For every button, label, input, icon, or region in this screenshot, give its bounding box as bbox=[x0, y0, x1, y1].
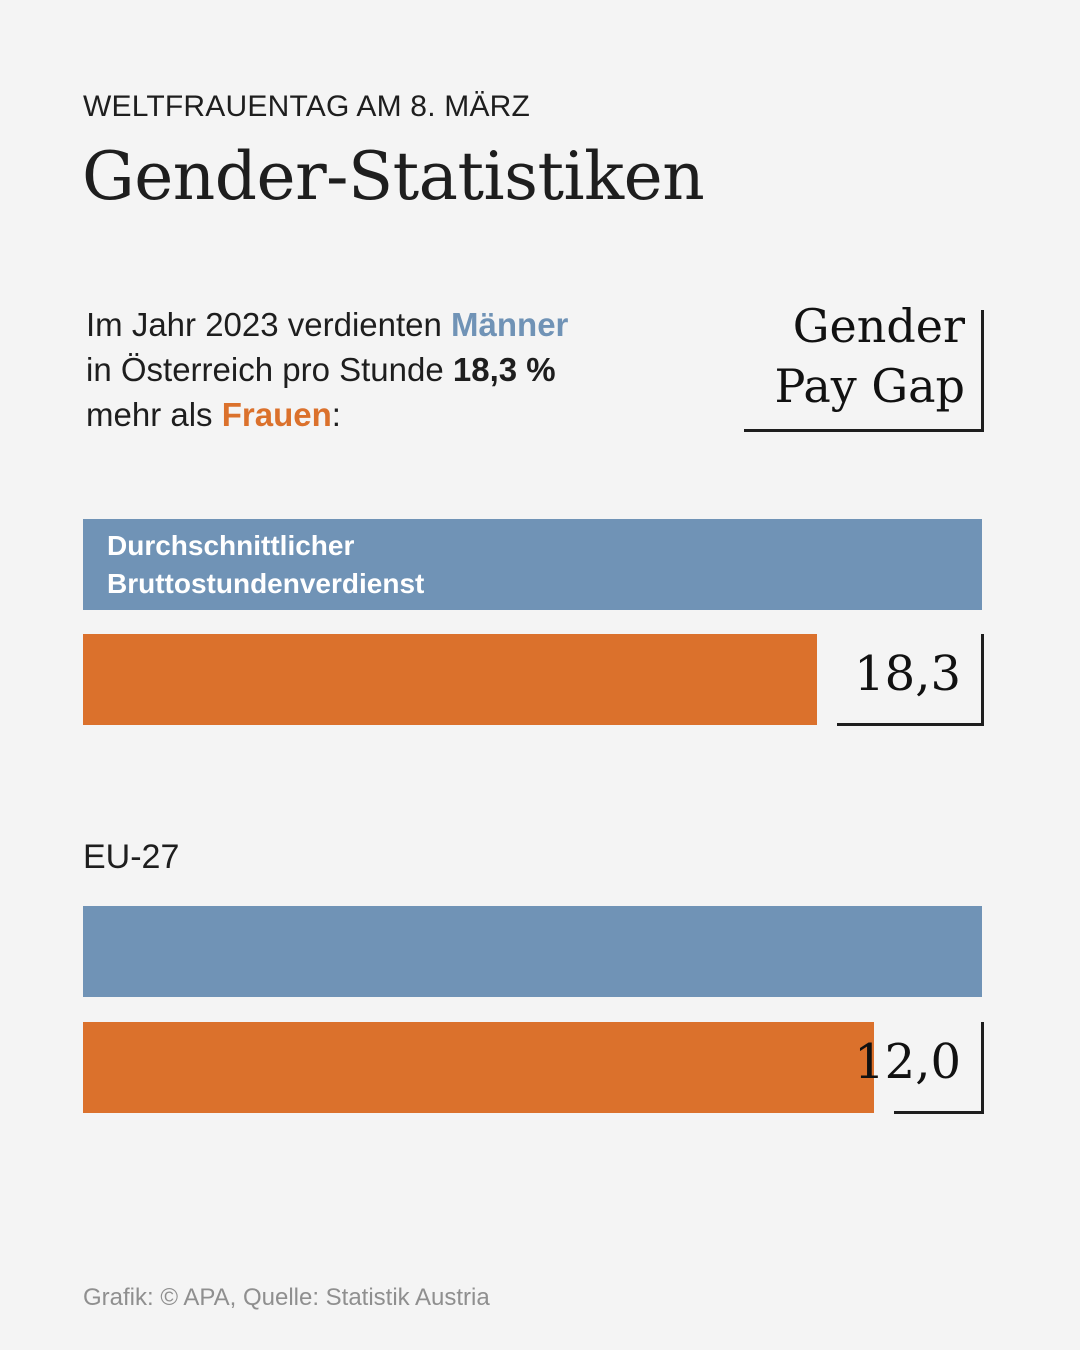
bar-label-line-1: Durchschnittlicher bbox=[107, 530, 355, 561]
intro-part-3: mehr als bbox=[86, 396, 222, 433]
badge-line-2: Pay Gap bbox=[774, 359, 965, 413]
bar-men-austria: Durchschnittlicher Bruttostundenverdiens… bbox=[83, 519, 982, 610]
source-credit: Grafik: © APA, Quelle: Statistik Austria bbox=[83, 1284, 490, 1311]
gap-value-austria: 18,3 bbox=[854, 646, 961, 702]
intro-text: Im Jahr 2023 verdienten Männer in Österr… bbox=[86, 302, 706, 437]
intro-men-highlight: Männer bbox=[451, 306, 569, 343]
badge-line-1: Gender bbox=[792, 299, 965, 353]
bar-women-eu27 bbox=[83, 1022, 875, 1113]
intro-women-highlight: Frauen bbox=[221, 396, 332, 433]
gap-value-box-eu27: 12,0 bbox=[854, 1022, 984, 1114]
gender-pay-gap-title: Gender Pay Gap bbox=[774, 296, 965, 416]
intro-part-1: Im Jahr 2023 verdienten bbox=[86, 306, 452, 343]
bar-label: Durchschnittlicher Bruttostundenverdiens… bbox=[107, 527, 424, 603]
bar-men-eu27 bbox=[83, 906, 982, 997]
kicker: WELTFRAUENTAG AM 8. MÄRZ bbox=[83, 90, 531, 123]
bar-women-austria bbox=[83, 634, 818, 725]
gap-value-box-austria: 18,3 bbox=[837, 634, 984, 726]
page-title: Gender-Statistiken bbox=[82, 138, 705, 215]
gender-pay-gap-badge: Gender Pay Gap bbox=[744, 299, 984, 432]
section-label-eu27: EU-27 bbox=[83, 838, 180, 876]
gap-value-eu27: 12,0 bbox=[854, 1034, 961, 1090]
intro-part-4: : bbox=[331, 396, 341, 433]
bar-label-line-2: Bruttostundenverdienst bbox=[107, 568, 425, 599]
intro-part-2: in Österreich pro Stunde bbox=[86, 351, 453, 388]
intro-percent: 18,3 % bbox=[452, 351, 556, 388]
